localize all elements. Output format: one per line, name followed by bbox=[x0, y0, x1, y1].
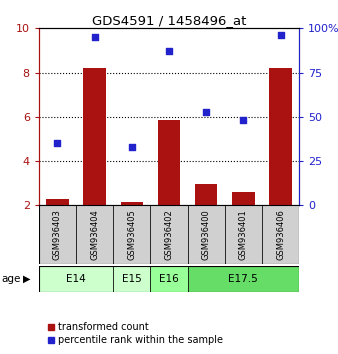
Bar bbox=[262, 205, 299, 264]
Bar bbox=[150, 205, 188, 264]
Bar bbox=[46, 199, 69, 205]
Bar bbox=[39, 266, 113, 292]
Text: GSM936403: GSM936403 bbox=[53, 209, 62, 260]
Bar bbox=[121, 202, 143, 205]
Text: E16: E16 bbox=[159, 274, 179, 284]
Point bbox=[278, 33, 283, 38]
Bar bbox=[188, 205, 225, 264]
Bar bbox=[113, 266, 150, 292]
Text: E17.5: E17.5 bbox=[228, 274, 258, 284]
Point bbox=[166, 48, 172, 54]
Point bbox=[92, 34, 97, 40]
Bar bbox=[76, 205, 113, 264]
Text: ▶: ▶ bbox=[23, 274, 30, 284]
Bar bbox=[232, 192, 255, 205]
Text: GSM936400: GSM936400 bbox=[202, 209, 211, 260]
Bar bbox=[188, 266, 299, 292]
Bar bbox=[195, 184, 217, 205]
Text: E14: E14 bbox=[66, 274, 86, 284]
Point bbox=[203, 109, 209, 114]
Text: GSM936401: GSM936401 bbox=[239, 209, 248, 260]
Legend: transformed count, percentile rank within the sample: transformed count, percentile rank withi… bbox=[44, 319, 227, 349]
Text: GSM936402: GSM936402 bbox=[165, 209, 173, 260]
Bar bbox=[39, 205, 76, 264]
Text: GSM936405: GSM936405 bbox=[127, 209, 136, 260]
Text: GSM936404: GSM936404 bbox=[90, 209, 99, 260]
Text: E15: E15 bbox=[122, 274, 142, 284]
Title: GDS4591 / 1458496_at: GDS4591 / 1458496_at bbox=[92, 14, 246, 27]
Point bbox=[55, 141, 60, 146]
Bar bbox=[113, 205, 150, 264]
Text: GSM936406: GSM936406 bbox=[276, 209, 285, 260]
Bar bbox=[150, 266, 188, 292]
Bar bbox=[269, 68, 292, 205]
Point bbox=[241, 118, 246, 123]
Bar bbox=[158, 120, 180, 205]
Bar bbox=[83, 68, 106, 205]
Bar bbox=[225, 205, 262, 264]
Text: age: age bbox=[2, 274, 21, 284]
Point bbox=[129, 144, 135, 150]
